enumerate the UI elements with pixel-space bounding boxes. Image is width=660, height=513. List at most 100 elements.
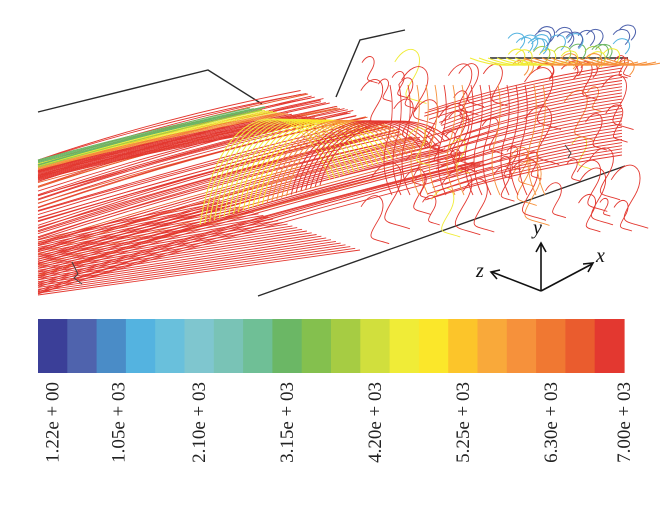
colorbar-tick-label: 6.30e + 03 — [541, 382, 562, 463]
streamline — [37, 143, 429, 251]
streamline — [37, 114, 296, 172]
streamline — [247, 119, 379, 210]
streamline — [427, 148, 623, 195]
streamline — [577, 29, 596, 47]
streamline — [223, 119, 355, 218]
streamline — [266, 120, 398, 203]
colorbar-swatch — [38, 319, 68, 373]
streamline — [37, 110, 273, 167]
colorbar-swatch — [594, 319, 625, 373]
streamline — [605, 104, 628, 143]
streamline — [432, 104, 623, 151]
streamline — [425, 111, 623, 158]
colorbar-tick-label: 2.10e + 03 — [189, 382, 210, 463]
colorbar-swatch — [301, 319, 332, 373]
streamline — [237, 119, 369, 213]
streamline — [537, 26, 556, 43]
streamline — [37, 225, 293, 269]
streamline — [213, 118, 345, 221]
streamline — [618, 24, 637, 41]
streamline — [545, 182, 567, 219]
streamline — [577, 57, 639, 66]
streamline — [252, 119, 384, 208]
streamline — [565, 31, 584, 48]
streamline — [524, 67, 562, 131]
colorbar-swatch — [536, 319, 566, 373]
colorbar-tick-label: 3.15e + 03 — [277, 382, 298, 463]
streamline — [228, 119, 360, 216]
streamlines — [37, 24, 660, 296]
streamline — [37, 151, 462, 273]
streamline — [509, 84, 519, 196]
streamline — [591, 43, 609, 61]
z-axis-label: z — [475, 260, 484, 282]
streamline — [37, 136, 413, 238]
streamline — [271, 120, 403, 202]
streamline — [441, 86, 623, 133]
streamline — [233, 119, 365, 214]
streamline — [518, 84, 528, 196]
streamline — [319, 120, 451, 186]
streamline — [520, 34, 539, 51]
colorbar-swatch — [96, 319, 127, 373]
streamline — [37, 246, 351, 292]
streamline — [443, 129, 623, 176]
streamline — [440, 89, 623, 136]
streamline — [422, 195, 440, 226]
colorbar — [38, 319, 625, 373]
streamline — [37, 92, 307, 161]
streamline — [360, 195, 390, 245]
streamline — [257, 119, 389, 206]
streamline — [37, 137, 411, 241]
streamline — [548, 34, 566, 51]
x-arrowhead — [582, 262, 595, 273]
colorbar-swatch — [418, 319, 449, 373]
streamline — [37, 209, 250, 252]
streamline — [530, 38, 549, 55]
streamline — [538, 48, 557, 66]
streamline — [37, 90, 301, 161]
streamline — [360, 79, 390, 128]
colorbar-swatch — [213, 319, 244, 373]
flow-visualization — [37, 24, 660, 297]
streamline — [613, 199, 633, 232]
streamline — [37, 235, 322, 281]
streamline — [37, 213, 259, 256]
streamline — [37, 227, 298, 271]
streamline — [370, 162, 411, 230]
streamline — [37, 242, 341, 288]
streamline — [617, 59, 635, 76]
streamline — [428, 73, 623, 120]
streamline — [424, 70, 623, 117]
streamline — [37, 230, 307, 275]
colorbar-swatch — [477, 319, 508, 373]
streamline — [515, 36, 534, 54]
streamline — [295, 120, 427, 194]
streamline — [405, 153, 425, 187]
streamline — [425, 154, 623, 201]
streamline — [37, 114, 300, 173]
colorbar-swatch — [272, 319, 303, 373]
streamline — [309, 120, 441, 189]
streamline — [37, 234, 317, 279]
streamline — [586, 28, 604, 46]
streamline — [37, 106, 266, 166]
streamline — [300, 120, 432, 192]
streamline — [565, 60, 583, 77]
streamline — [37, 220, 278, 264]
streamline — [281, 120, 413, 198]
streamline — [37, 118, 327, 180]
streamline — [37, 232, 312, 277]
colorbar-swatch — [125, 319, 156, 373]
streamline — [584, 45, 602, 63]
streamline — [37, 240, 336, 286]
streamline — [377, 78, 392, 102]
streamline — [482, 84, 492, 196]
colorbar-swatch — [184, 319, 215, 373]
streamline — [441, 80, 623, 126]
streamline — [536, 63, 555, 80]
colorbar-tick-label: 1.05e + 03 — [109, 382, 130, 463]
colorbar-swatch — [565, 319, 596, 373]
streamline — [455, 84, 465, 196]
